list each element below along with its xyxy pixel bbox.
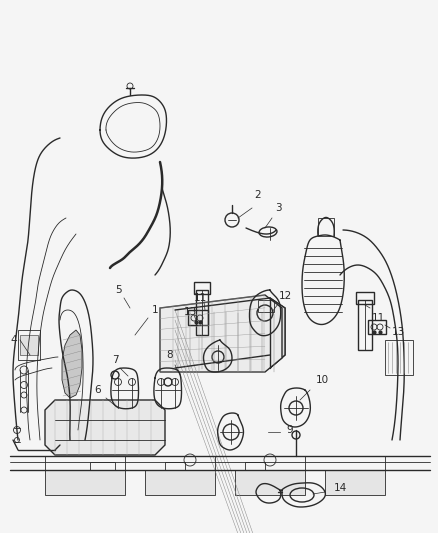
Bar [145,470,215,495]
Polygon shape [45,400,165,455]
Bar [235,470,305,495]
Polygon shape [62,330,82,398]
Bar [356,292,374,304]
Text: 2: 2 [254,190,261,200]
Bar [90,462,115,470]
Bar [188,310,208,325]
Text: 10: 10 [315,375,328,385]
Bar [385,340,413,375]
Bar [325,470,385,495]
Bar [165,462,185,470]
Bar [368,320,386,334]
Bar [194,282,210,294]
Text: 1: 1 [152,305,158,315]
Bar [358,300,372,350]
Text: 14: 14 [333,483,346,493]
Text: 11: 11 [193,293,207,303]
Text: 11: 11 [371,313,385,323]
Text: 12: 12 [279,291,292,301]
Bar [196,290,208,335]
Text: 13: 13 [184,307,197,317]
Bar [45,470,125,495]
Bar [318,218,334,236]
Polygon shape [175,298,285,368]
Text: 7: 7 [112,355,118,365]
Text: 6: 6 [95,385,101,395]
Text: 3: 3 [275,203,281,213]
Bar [258,300,274,312]
Bar [18,330,40,360]
Text: 4: 4 [11,335,18,345]
Text: 5: 5 [115,285,121,295]
Bar [20,335,38,355]
Polygon shape [160,295,282,372]
Text: 13: 13 [392,327,405,337]
Bar [245,462,265,470]
Polygon shape [270,298,285,368]
Text: 9: 9 [287,425,293,435]
Text: 8: 8 [167,350,173,360]
